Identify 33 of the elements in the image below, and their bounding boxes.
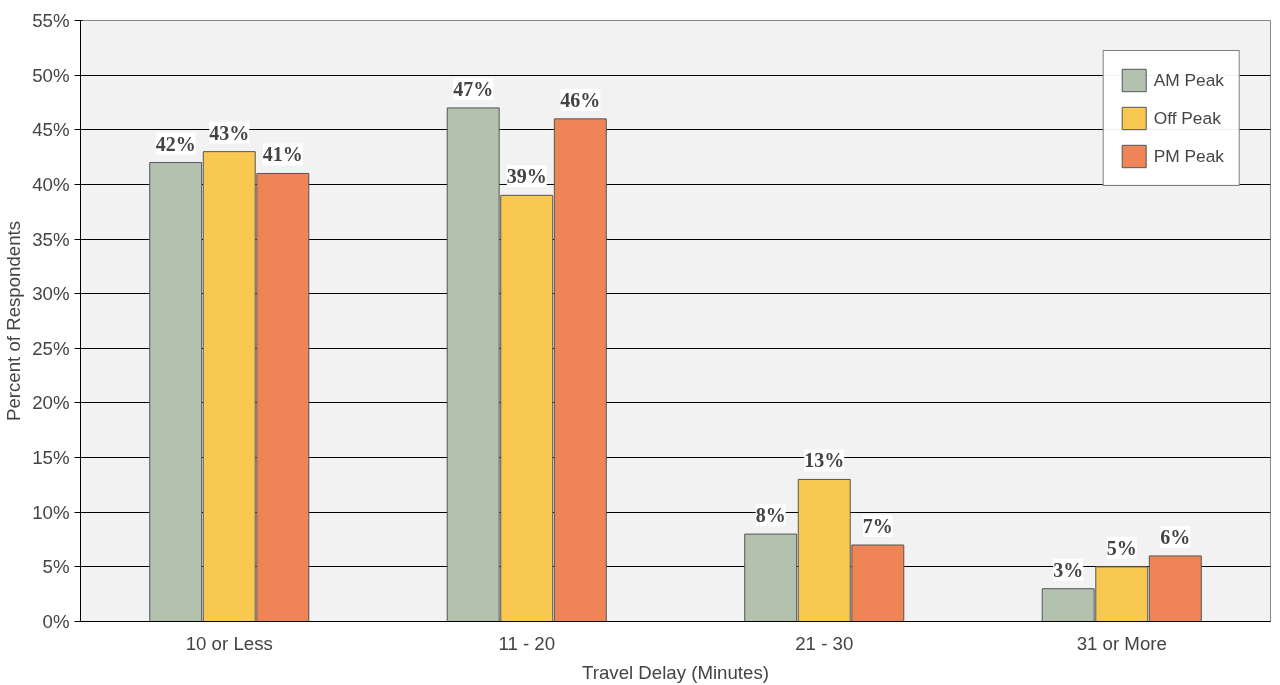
legend-label: PM Peak xyxy=(1153,145,1224,167)
x-tick-label: 10 or Less xyxy=(185,632,273,654)
y-axis-title: Percent of Respondents xyxy=(3,220,25,422)
legend-label: AM Peak xyxy=(1153,69,1224,91)
data-label: 39% xyxy=(506,165,547,188)
y-tick-label: 35% xyxy=(32,228,70,250)
data-label: 46% xyxy=(560,88,601,111)
y-tick-label: 30% xyxy=(32,283,70,305)
data-label: 42% xyxy=(155,132,196,155)
y-tick-label: 45% xyxy=(32,119,70,141)
y-tick-label: 40% xyxy=(32,173,70,195)
y-tick-label: 50% xyxy=(32,64,70,86)
y-tick-label: 55% xyxy=(32,10,70,31)
data-label: 3% xyxy=(1053,558,1084,581)
y-tick-label: 0% xyxy=(42,611,70,632)
data-label: 8% xyxy=(755,504,786,527)
y-tick-label: 20% xyxy=(32,392,70,414)
y-tick-label: 5% xyxy=(42,556,70,578)
y-tick-label: 15% xyxy=(32,447,70,469)
data-label: 41% xyxy=(262,143,303,166)
legend-label: Off Peak xyxy=(1153,107,1221,129)
x-tick-label: 21 - 30 xyxy=(795,632,854,654)
data-label: 47% xyxy=(453,77,494,100)
data-label: 13% xyxy=(804,449,845,472)
data-label: 7% xyxy=(862,515,893,538)
data-label: 43% xyxy=(209,121,250,144)
x-axis-title: Travel Delay (Minutes) xyxy=(582,661,769,683)
y-tick-label: 25% xyxy=(32,337,70,359)
x-tick-label: 11 - 20 xyxy=(498,632,556,654)
data-label: 5% xyxy=(1106,536,1137,559)
y-tick-label: 10% xyxy=(32,501,70,523)
data-label: 6% xyxy=(1160,525,1191,548)
x-tick-label: 31 or More xyxy=(1076,632,1167,654)
